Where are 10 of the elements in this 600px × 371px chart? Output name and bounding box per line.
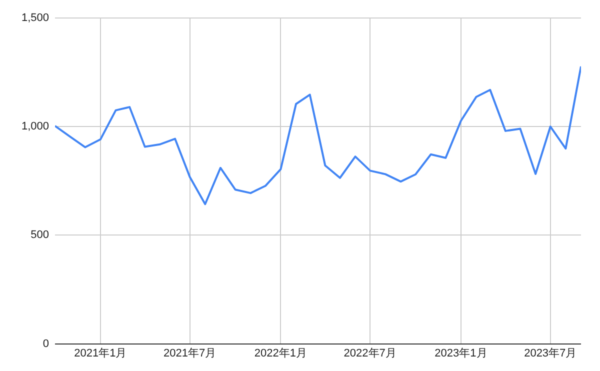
- y-tick-label: 1,500: [21, 12, 49, 24]
- x-tick-label: 2022年1月: [254, 347, 308, 360]
- y-tick-label: 0: [42, 338, 49, 350]
- y-tick-label: 500: [30, 229, 49, 242]
- x-tick-label: 2021年1月: [74, 347, 127, 360]
- y-tick-label: 1,000: [21, 120, 49, 133]
- x-tick-label: 2023年7月: [524, 347, 577, 360]
- x-tick-label: 2022年7月: [344, 347, 396, 360]
- x-tick-label: 2023年1月: [434, 347, 488, 360]
- x-tick-label: 2021年7月: [164, 347, 216, 360]
